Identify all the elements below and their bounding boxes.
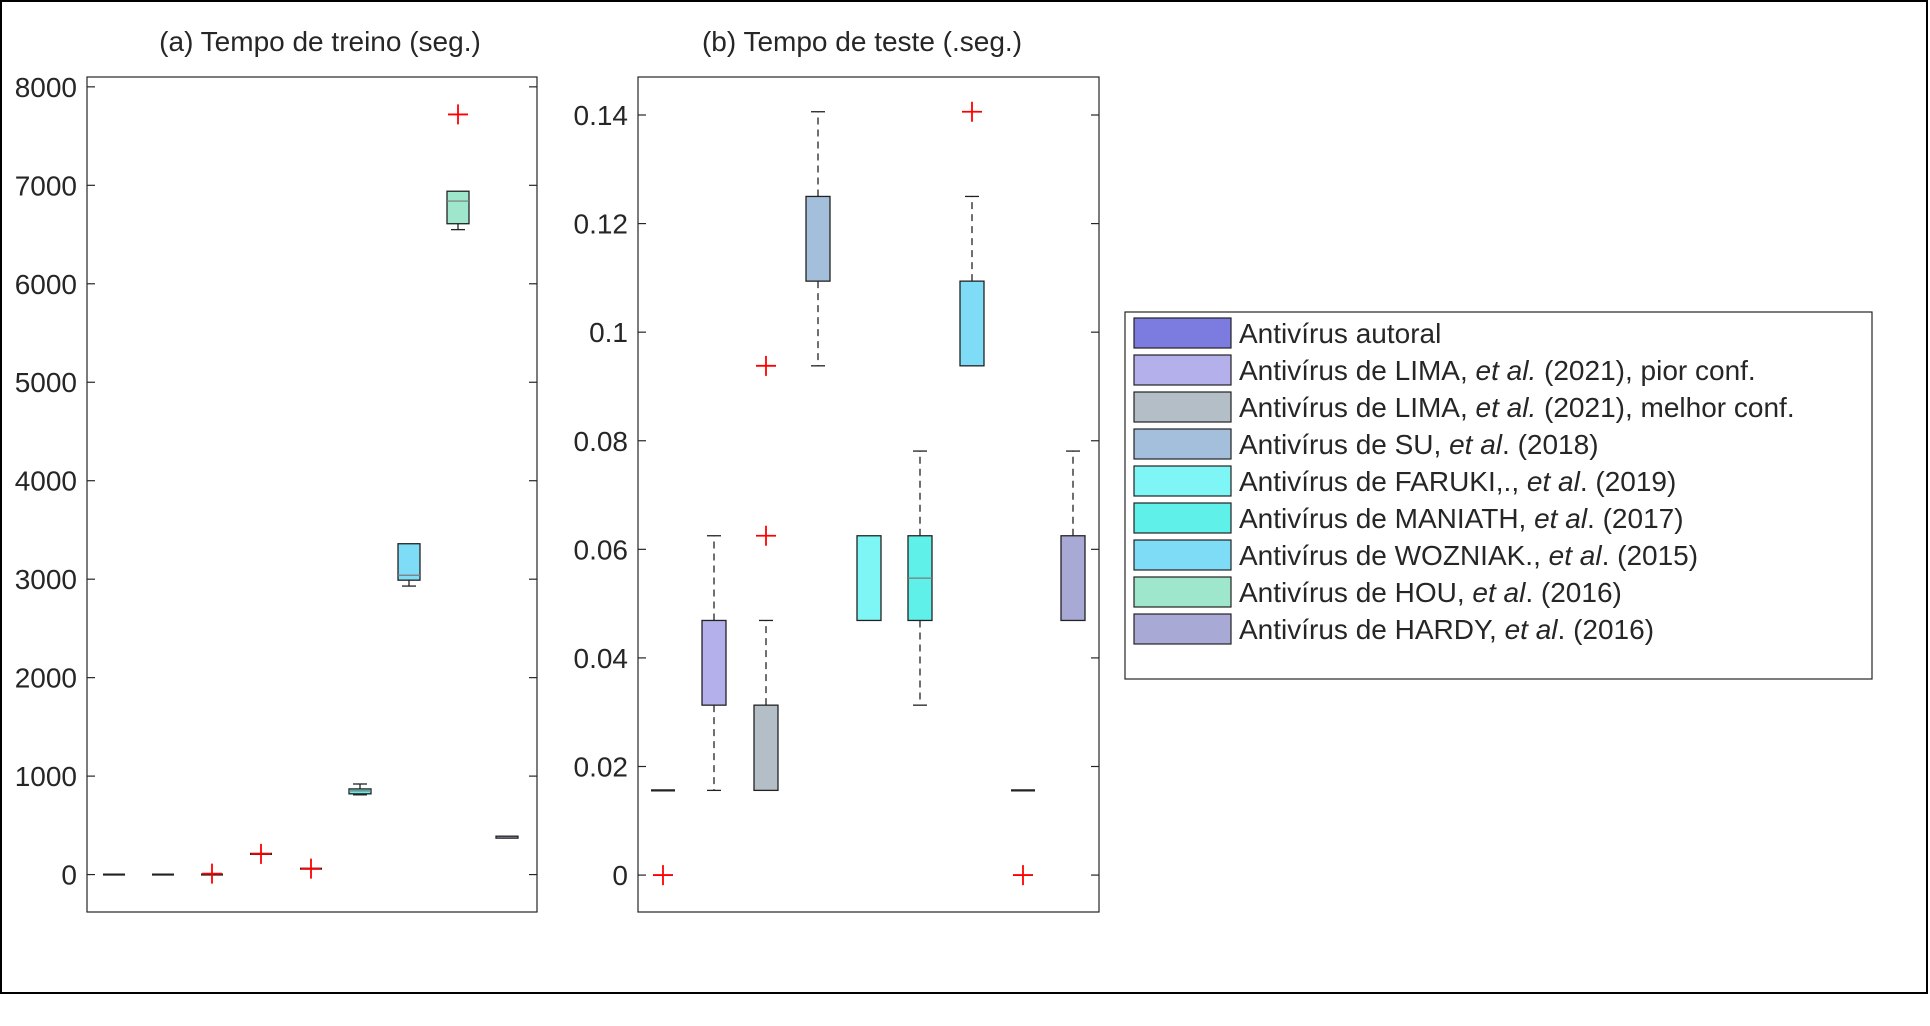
outlier-marker bbox=[962, 101, 982, 122]
box-series-7 bbox=[446, 104, 470, 231]
legend-label: Antivírus de LIMA, et al. (2021), melhor… bbox=[1239, 392, 1795, 423]
y-tick-label: 4000 bbox=[15, 466, 77, 497]
y-tick-label: 0.06 bbox=[574, 534, 629, 565]
plot-a-ticks: 0 1000 2000 3000 4000 5000 6000 7000 8000 bbox=[15, 72, 537, 891]
legend-swatch bbox=[1133, 428, 1232, 460]
legend-item: Antivírus de FARUKI,., et al. (2019) bbox=[1133, 465, 1676, 497]
box-series-4 bbox=[300, 858, 322, 879]
box-series-3 bbox=[805, 111, 831, 367]
legend-item: Antivírus de LIMA, et al. (2021), melhor… bbox=[1133, 391, 1795, 423]
box-iqr bbox=[1060, 535, 1086, 622]
box-iqr bbox=[495, 835, 519, 839]
legend-swatch bbox=[1133, 502, 1232, 534]
plot-b-boxes bbox=[651, 101, 1086, 886]
box-series-7 bbox=[1011, 789, 1035, 886]
legend-label: Antivírus de HARDY, et al. (2016) bbox=[1239, 614, 1654, 645]
y-tick-label: 1000 bbox=[15, 761, 77, 792]
box-series-8 bbox=[495, 835, 519, 839]
y-tick-label: 0.08 bbox=[574, 426, 629, 457]
plot-testing-time: (b) Tempo de teste (.seg.) 0 0.02 0.04 0.06… bbox=[574, 26, 1100, 913]
outlier-marker bbox=[251, 843, 271, 864]
box-series-5 bbox=[348, 783, 372, 796]
plot-a-axes-box bbox=[86, 76, 538, 913]
legend-item: Antivírus de LIMA, et al. (2021), pior c… bbox=[1133, 354, 1756, 386]
legend-swatch bbox=[1133, 391, 1232, 423]
legend-swatch bbox=[1133, 465, 1232, 497]
y-tick-label: 3000 bbox=[15, 564, 77, 595]
plot-b-ticks: 0 0.02 0.04 0.06 0.08 0.1 0.12 0.14 bbox=[574, 100, 1099, 891]
y-tick-label: 0.02 bbox=[574, 751, 629, 782]
box-iqr bbox=[856, 535, 882, 622]
legend-item: Antivírus de MANIATH, et al. (2017) bbox=[1133, 502, 1684, 534]
legend-item: Antivírus de HOU, et al. (2016) bbox=[1133, 576, 1622, 608]
legend-swatch bbox=[1133, 317, 1232, 349]
y-tick-label: 0.04 bbox=[574, 643, 629, 674]
plot-a-title: (a) Tempo de treino (seg.) bbox=[159, 26, 481, 57]
box-iqr bbox=[446, 190, 470, 225]
legend-label: Antivírus autoral bbox=[1239, 318, 1441, 349]
box-series-3 bbox=[250, 843, 272, 864]
legend-label: Antivírus de WOZNIAK., et al. (2015) bbox=[1239, 540, 1698, 571]
y-tick-label: 7000 bbox=[15, 170, 77, 201]
plot-b-title: (b) Tempo de teste (.seg.) bbox=[702, 26, 1022, 57]
legend-swatch bbox=[1133, 539, 1232, 571]
box-series-0 bbox=[651, 789, 675, 886]
box-series-6 bbox=[397, 543, 421, 587]
box-iqr bbox=[805, 195, 831, 282]
legend-item: Antivírus de WOZNIAK., et al. (2015) bbox=[1133, 539, 1698, 571]
box-series-2 bbox=[753, 355, 779, 792]
legend-label: Antivírus de MANIATH, et al. (2017) bbox=[1239, 503, 1684, 534]
box-series-1 bbox=[701, 535, 727, 792]
legend-swatch bbox=[1133, 613, 1232, 645]
y-tick-label: 6000 bbox=[15, 269, 77, 300]
legend-label: Antivírus de HOU, et al. (2016) bbox=[1239, 577, 1622, 608]
outlier-marker bbox=[448, 104, 468, 125]
box-iqr bbox=[397, 543, 421, 581]
legend-label: Antivírus de LIMA, et al. (2021), pior c… bbox=[1239, 355, 1756, 386]
y-tick-label: 5000 bbox=[15, 367, 77, 398]
legend-items: Antivírus autoral Antivírus de LIMA, et a… bbox=[1133, 317, 1795, 645]
legend: Antivírus autoral Antivírus de LIMA, et a… bbox=[1124, 311, 1873, 680]
plot-training-time: (a) Tempo de treino (seg.) 0 1000 2000 3000… bbox=[15, 26, 538, 913]
outlier-marker bbox=[756, 355, 776, 376]
legend-label: Antivírus de FARUKI,., et al. (2019) bbox=[1239, 466, 1676, 497]
outlier-marker bbox=[653, 865, 673, 886]
plot-b-axes-box bbox=[637, 76, 1100, 913]
y-tick-label: 0.12 bbox=[574, 209, 629, 240]
legend-swatch bbox=[1133, 354, 1232, 386]
y-tick-label: 0.14 bbox=[574, 100, 629, 131]
box-iqr bbox=[959, 280, 985, 367]
y-tick-label: 0 bbox=[612, 860, 628, 891]
outlier-marker bbox=[1013, 865, 1033, 886]
box-series-6 bbox=[959, 101, 985, 367]
y-tick-label: 8000 bbox=[15, 72, 77, 103]
box-series-5 bbox=[907, 450, 933, 706]
legend-swatch bbox=[1133, 576, 1232, 608]
box-iqr bbox=[701, 619, 727, 706]
legend-item: Antivírus autoral bbox=[1133, 317, 1441, 349]
outlier-marker bbox=[202, 863, 222, 884]
y-tick-label: 0.1 bbox=[589, 317, 628, 348]
legend-label: Antivírus de SU, et al. (2018) bbox=[1239, 429, 1599, 460]
box-series-4 bbox=[856, 535, 882, 622]
outlier-marker bbox=[756, 525, 776, 546]
outlier-marker bbox=[301, 858, 321, 879]
plot-a-boxes bbox=[103, 104, 519, 884]
legend-item: Antivírus de HARDY, et al. (2016) bbox=[1133, 613, 1654, 645]
legend-item: Antivírus de SU, et al. (2018) bbox=[1133, 428, 1599, 460]
box-series-8 bbox=[1060, 450, 1086, 622]
y-tick-label: 0 bbox=[61, 860, 77, 891]
box-iqr bbox=[753, 704, 779, 792]
box-series-2 bbox=[201, 863, 223, 884]
legend-box bbox=[1124, 311, 1873, 680]
y-tick-label: 2000 bbox=[15, 663, 77, 694]
